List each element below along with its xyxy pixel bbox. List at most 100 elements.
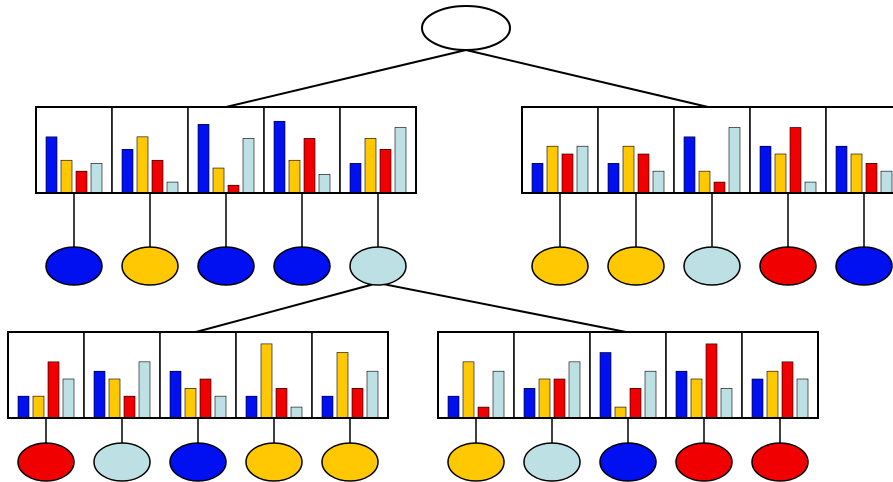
bar-blue [121, 149, 134, 194]
histogram-cell [263, 106, 341, 286]
leaf-node-gold [607, 246, 665, 286]
bar-lightblue [568, 361, 581, 419]
leaf-node-gold [121, 246, 179, 286]
bar-gold [614, 406, 627, 419]
bar-lightblue [644, 370, 657, 419]
histogram-cell [521, 106, 599, 286]
bar-red [275, 388, 288, 419]
leaf-node-red [751, 442, 809, 482]
bar-red [123, 395, 136, 419]
bar-gold [622, 145, 635, 194]
histogram-cell [589, 331, 667, 482]
bar-gold [212, 167, 225, 194]
histogram-cell [339, 106, 417, 286]
bar-blue [17, 395, 30, 419]
leaf-node-gold [531, 246, 589, 286]
bar-blue [349, 163, 362, 194]
bar-blue [169, 370, 182, 419]
leaf-node-gold [245, 442, 303, 482]
bar-lightblue [728, 127, 741, 194]
group-frame [7, 331, 389, 419]
leaf-node-gold [321, 442, 379, 482]
leaf-node-blue [273, 246, 331, 286]
bar-red [75, 170, 88, 194]
group-frame [521, 106, 893, 194]
bar-gold [288, 159, 301, 194]
bar-red [477, 406, 490, 419]
bar-red [713, 181, 726, 194]
histogram-cell [235, 331, 313, 482]
leaf-node-blue [45, 246, 103, 286]
bar-blue [599, 352, 612, 419]
bar-lightblue [242, 138, 255, 194]
bar-gold [690, 378, 703, 419]
leaf-node-lightblue [93, 442, 151, 482]
histogram-cell [35, 106, 113, 286]
group-frame [437, 331, 819, 419]
bar-blue [45, 136, 58, 194]
bar-red [227, 184, 240, 194]
leaf-node-lightblue [683, 246, 741, 286]
histogram-cell [311, 331, 389, 482]
bar-blue [759, 145, 772, 194]
edge-root-to-top-left [225, 49, 467, 108]
bar-lightblue [290, 406, 303, 419]
bar-gold [136, 136, 149, 194]
bar-lightblue [138, 361, 151, 419]
bar-gold [462, 361, 475, 419]
bar-lightblue [720, 388, 733, 419]
bar-lightblue [796, 378, 809, 419]
bar-lightblue [62, 378, 75, 419]
leaf-node-gold [447, 442, 505, 482]
bar-blue [447, 395, 460, 419]
bar-blue [683, 136, 696, 194]
edge-to-bottom-right [377, 282, 627, 333]
bar-red [561, 153, 574, 194]
leaf-node-red [17, 442, 75, 482]
bar-lightblue [394, 127, 407, 194]
bar-gold [774, 153, 787, 194]
bar-blue [751, 378, 764, 419]
bar-gold [538, 378, 551, 419]
histogram-groups [7, 106, 893, 482]
bar-red [637, 153, 650, 194]
leaf-node-blue [599, 442, 657, 482]
bar-blue [321, 395, 334, 419]
histogram-group-top-left [35, 106, 417, 286]
leaf-node-blue [835, 246, 893, 286]
leaf-node-red [759, 246, 817, 286]
leaf-node-lightblue [523, 442, 581, 482]
histogram-cell [749, 106, 827, 286]
bar-red [151, 159, 164, 194]
bar-red [199, 378, 212, 419]
leaf-node-lightblue [349, 246, 407, 286]
group-frame [35, 106, 417, 194]
bar-red [865, 163, 878, 194]
histogram-cell [111, 106, 189, 286]
histogram-cell [825, 106, 893, 286]
bar-red [47, 361, 60, 419]
bar-lightblue [318, 173, 331, 194]
bar-red [303, 138, 316, 194]
bar-lightblue [492, 370, 505, 419]
bar-blue [531, 163, 544, 194]
histogram-group-bottom-right [437, 331, 819, 482]
bar-blue [245, 395, 258, 419]
bar-gold [108, 378, 121, 419]
bar-blue [197, 124, 210, 194]
bar-red [351, 388, 364, 419]
histogram-group-bottom-left [7, 331, 389, 482]
tree-edges [195, 49, 709, 333]
leaf-node-blue [169, 442, 227, 482]
bar-gold [184, 388, 197, 419]
bar-blue [523, 388, 536, 419]
histogram-cell [187, 106, 265, 286]
histogram-cell [673, 106, 751, 286]
bar-gold [766, 370, 779, 419]
histogram-cell [83, 331, 161, 482]
bar-lightblue [214, 395, 227, 419]
bar-lightblue [804, 181, 817, 194]
bar-lightblue [576, 145, 589, 194]
bar-red [629, 388, 642, 419]
